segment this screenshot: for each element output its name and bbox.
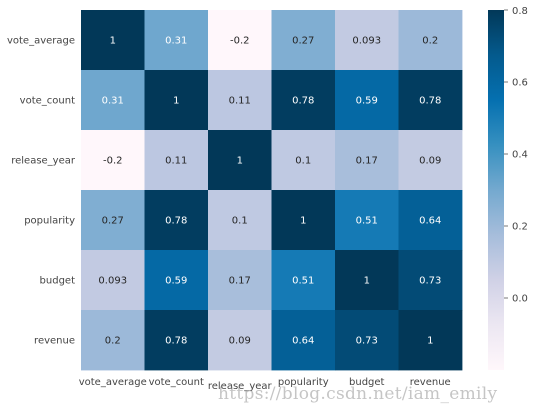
heatmap-cell-label: 0.11: [229, 96, 251, 107]
column-label: revenue: [410, 377, 451, 388]
heatmap-cell: [208, 250, 272, 311]
heatmap-cell: [398, 130, 463, 191]
colorbar-tick-label: 0.2: [512, 222, 528, 233]
heatmap-cell-label: 0.09: [229, 336, 251, 347]
heatmap-cell-label: 0.64: [292, 336, 314, 347]
colorbar: 0.0 0.2 0.4 0.6 0.8: [488, 6, 528, 370]
row-label: release_year: [11, 156, 76, 167]
heatmap-cell: [335, 70, 399, 131]
heatmap-cell-label: 0.73: [356, 336, 378, 347]
heatmap-cell: [271, 250, 336, 311]
heatmap-cell: [335, 310, 399, 371]
heatmap-cell: [81, 70, 145, 131]
heatmap-cell: [335, 250, 399, 311]
colorbar-tick-label: 0.4: [512, 150, 528, 161]
heatmap-cell: [208, 10, 272, 71]
heatmap-cell: [81, 310, 145, 371]
colorbar-tick-label: 0.8: [512, 6, 528, 17]
heatmap-cell-label: 0.17: [356, 156, 378, 167]
heatmap-cell: [81, 130, 145, 191]
heatmap-cell: [208, 310, 272, 371]
heatmap-cell-label: 0.78: [419, 96, 441, 107]
heatmap-cell: [144, 310, 209, 371]
heatmap-cell-label: 0.1: [295, 156, 311, 167]
row-label: budget: [40, 276, 76, 287]
row-labels: vote_average vote_count release_yearpopula…: [7, 36, 76, 347]
colorbar-tick-label: 0.6: [512, 78, 528, 89]
heatmap-cell: [271, 10, 336, 71]
heatmap-cell: [81, 250, 145, 311]
heatmap-cell-label: 0.59: [165, 276, 187, 287]
column-label: release_year: [208, 381, 273, 392]
heatmap-cell: [271, 190, 336, 251]
heatmap-cell-label: 0.11: [165, 156, 187, 167]
heatmap-cell-label: 1: [110, 36, 116, 47]
column-label: budget: [349, 377, 385, 388]
heatmap-cell: [271, 70, 336, 131]
heatmap-cell-label: 0.27: [292, 36, 314, 47]
heatmap-cell-label: 0.78: [292, 96, 314, 107]
heatmap-cell-label: 1: [173, 96, 179, 107]
heatmap-cell-label: 0.31: [102, 96, 124, 107]
heatmap-cell: [81, 10, 145, 71]
heatmap-cell-label: 1: [427, 336, 433, 347]
heatmap-cell-label: -0.2: [230, 36, 250, 47]
heatmap-cell-label: 0.2: [105, 336, 121, 347]
heatmap-cell: [398, 250, 463, 311]
heatmap-cell: [398, 190, 463, 251]
heatmap-cell: [144, 130, 209, 191]
heatmap-cell: [271, 130, 336, 191]
row-label: vote_average: [7, 36, 75, 47]
heatmap-cell-label: 1: [300, 216, 306, 227]
column-label: vote_count: [149, 377, 204, 388]
heatmap-cell-label: 0.093: [352, 36, 381, 47]
colorbar-gradient: [488, 10, 504, 370]
column-label: vote_average: [79, 377, 147, 388]
heatmap-cell-label: 0.78: [165, 216, 187, 227]
heatmap-cell: [335, 10, 399, 71]
heatmap-cell-label: 0.1: [232, 216, 248, 227]
column-labels: vote_average vote_count release_year popula…: [79, 377, 451, 392]
heatmap-cell: [208, 130, 272, 191]
heatmap-cell-label: 0.51: [292, 276, 314, 287]
heatmap-cell-label: 0.78: [165, 336, 187, 347]
heatmap-cell-label: 0.31: [165, 36, 187, 47]
heatmap-cell-label: 1: [364, 276, 370, 287]
heatmap-cell: [144, 70, 209, 131]
colorbar-ticks: 0.0 0.2 0.4 0.6 0.8: [504, 6, 528, 305]
heatmap-cell: [144, 10, 209, 71]
row-label: vote_count: [20, 96, 75, 107]
heatmap-cell-label: 0.09: [419, 156, 441, 167]
heatmap-cell: [144, 250, 209, 311]
heatmap-cell: [398, 10, 463, 71]
column-label: popularity: [278, 377, 329, 388]
heatmap-cell-label: 0.64: [419, 216, 441, 227]
heatmap-cell: [208, 70, 272, 131]
row-label: popularity: [24, 216, 75, 227]
watermark-text: https://blog.csdn.net/iam_emily: [218, 384, 498, 404]
heatmap-cell: [144, 190, 209, 251]
heatmap-cell-label: 1: [237, 156, 243, 167]
heatmap-cell-label: 0.093: [98, 276, 127, 287]
heatmap-cell: [398, 310, 463, 371]
heatmap-cell-label: 0.2: [422, 36, 438, 47]
heatmap-cell-label: 0.51: [356, 216, 378, 227]
heatmap-cell: [208, 190, 272, 251]
row-label: revenue: [34, 336, 75, 347]
heatmap-cell-label: 0.17: [229, 276, 251, 287]
heatmap-cell-label: -0.2: [103, 156, 123, 167]
heatmap-cell: [398, 70, 463, 131]
heatmap-cell: [335, 130, 399, 191]
heatmap-cells: 1 0.31 -0.2 0.27 0.093 0.20.31 1 0.11 0.78 0.59 0.…: [81, 10, 463, 371]
heatmap-cell-label: 0.59: [356, 96, 378, 107]
heatmap-cell: [335, 190, 399, 251]
heatmap-cell-label: 0.73: [419, 276, 441, 287]
heatmap-cell-label: 0.27: [102, 216, 124, 227]
heatmap-cell: [271, 310, 336, 371]
colorbar-tick-label: 0.0: [512, 294, 528, 305]
heatmap-cell: [81, 190, 145, 251]
